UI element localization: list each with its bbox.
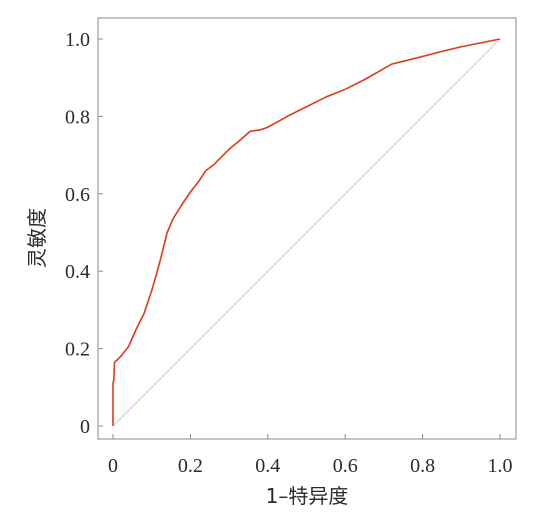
y-tick-label: 0.2 — [65, 339, 90, 361]
y-tick-label: 0.4 — [65, 261, 90, 283]
x-tick-label: 0.4 — [255, 455, 280, 477]
x-tick-label: 0.8 — [410, 455, 435, 477]
x-tick-label: 0.6 — [333, 455, 358, 477]
chart-marks — [112, 38, 501, 427]
reference-diagonal-line — [112, 38, 501, 427]
y-tick-label: 1.0 — [65, 29, 90, 51]
y-tick-label: 0.8 — [65, 106, 90, 128]
x-tick-label: 0 — [108, 455, 118, 477]
x-tick-label: 1.0 — [488, 455, 513, 477]
x-axis-title: 1–特异度 — [266, 484, 349, 508]
y-tick-label: 0.6 — [65, 184, 90, 206]
roc-curve-line — [112, 38, 501, 426]
plot-frame — [97, 17, 517, 440]
x-tick-label: 0.2 — [178, 455, 203, 477]
axis-ticks: 0 0.2 0.4 0.6 0.8 1.0 0 0.2 0.4 0.6 0.8 1.0 — [65, 29, 513, 477]
y-axis-title: 灵敏度 — [25, 208, 49, 268]
y-tick-label: 0 — [80, 416, 90, 438]
